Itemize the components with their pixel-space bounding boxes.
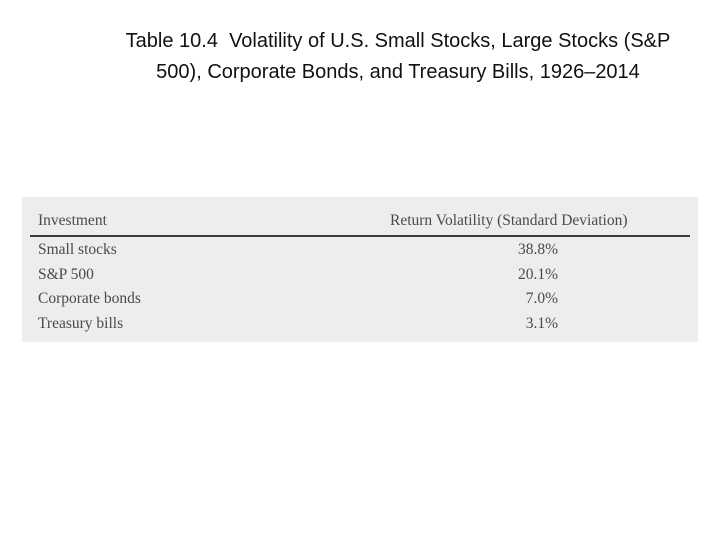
investment-cell: Corporate bonds xyxy=(38,290,141,307)
volatility-cell: 3.1% xyxy=(525,314,558,332)
column-header: Return Volatility (Standard Deviation) xyxy=(390,212,628,229)
volatility-cell: 38.8% xyxy=(517,241,558,258)
investment-cell: Small stocks xyxy=(38,241,117,258)
volatility-cell: 20.1% xyxy=(517,265,558,283)
investment-cell: S&P 500 xyxy=(38,265,94,283)
column-header: Investment xyxy=(38,212,107,229)
table: Investment Return Volatility (Standard D… xyxy=(22,197,698,342)
investment-cell: Treasury bills xyxy=(38,314,124,332)
header-rule xyxy=(30,235,690,237)
volatility-cell: 7.0% xyxy=(525,290,558,307)
title: Table 10.4 Volatility of U.S. Small Stoc… xyxy=(125,30,676,83)
